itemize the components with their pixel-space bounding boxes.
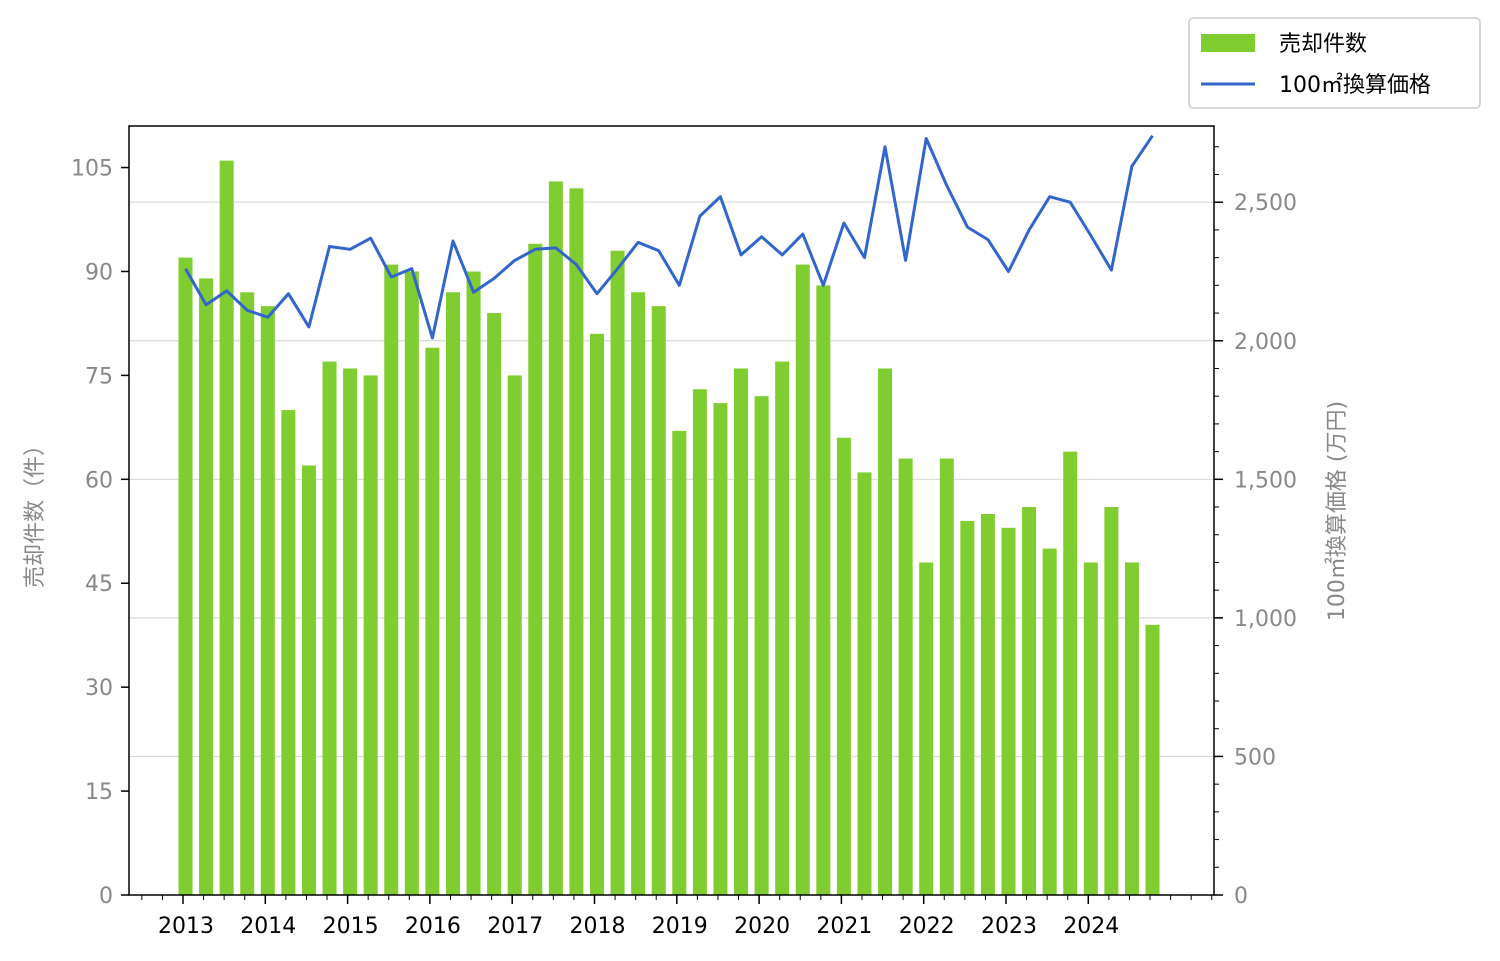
- bar: [281, 410, 296, 895]
- x-tick-label: 2024: [1063, 914, 1119, 939]
- x-tick-label: 2014: [240, 914, 296, 939]
- bar: [363, 375, 378, 895]
- legend-line-label: 100㎡換算価格: [1279, 72, 1431, 98]
- right-tick-label: 1,000: [1234, 607, 1297, 632]
- x-tick-label: 2018: [570, 914, 626, 939]
- bar: [404, 271, 419, 896]
- left-axis-title: 売却件数（件）: [23, 434, 48, 588]
- bar: [260, 306, 275, 896]
- bar: [980, 513, 995, 895]
- bar: [528, 243, 543, 895]
- right-tick-label: 2,000: [1234, 330, 1297, 355]
- plot-frame: [128, 125, 1215, 896]
- bar: [240, 292, 255, 895]
- legend-frame: [1188, 17, 1481, 109]
- bar: [569, 188, 584, 896]
- bar: [343, 368, 358, 895]
- axes: 0 15 30 45 60 75 90 105 0 500 1,000 1,500 2,000 2,500…: [71, 146, 1297, 939]
- bar: [631, 292, 646, 895]
- bar: [199, 278, 214, 895]
- left-tick-label: 60: [85, 468, 113, 493]
- right-tick-label: 2,500: [1234, 191, 1297, 216]
- x-tick-label: 2017: [487, 914, 543, 939]
- x-tick-label: 2013: [158, 914, 214, 939]
- bar: [878, 368, 893, 895]
- x-tick-label: 2016: [405, 914, 461, 939]
- price-line: [184, 134, 1154, 340]
- bar: [590, 333, 604, 895]
- bar: [898, 458, 913, 895]
- line-series: [184, 134, 1154, 340]
- bar: [610, 250, 625, 895]
- right-tick-label: 1,500: [1234, 468, 1297, 493]
- bar: [857, 472, 872, 895]
- x-tick-label: 2015: [323, 914, 379, 939]
- left-tick-label: 0: [99, 884, 113, 909]
- x-tick-label: 2021: [816, 914, 872, 939]
- bar: [445, 292, 460, 895]
- bar: [1083, 562, 1098, 895]
- x-tick-label: 2020: [734, 914, 790, 939]
- left-tick-label: 30: [85, 676, 113, 701]
- left-tick-label: 75: [85, 364, 113, 389]
- bar: [651, 306, 666, 896]
- right-axis-title: 100㎡換算価格 (万円): [1324, 401, 1350, 621]
- legend: 売却件数 100㎡換算価格: [1188, 17, 1481, 109]
- bar: [960, 520, 975, 895]
- bar: [734, 368, 749, 895]
- x-tick-label: 2022: [899, 914, 955, 939]
- bar: [692, 389, 707, 895]
- bar: [775, 361, 790, 895]
- bar: [1104, 507, 1119, 895]
- bar: [384, 264, 399, 895]
- bar: [1145, 624, 1160, 895]
- left-tick-label: 15: [85, 780, 113, 805]
- bar: [219, 160, 234, 895]
- bar: [939, 458, 954, 895]
- bar: [1063, 451, 1078, 895]
- bar: [754, 396, 769, 895]
- bar-series: [178, 160, 1160, 896]
- bar: [301, 465, 316, 895]
- bar: [178, 257, 193, 896]
- right-tick-label: 0: [1234, 884, 1248, 909]
- x-tick-label: 2019: [652, 914, 708, 939]
- bar: [795, 264, 810, 895]
- bar: [919, 562, 934, 895]
- bar: [487, 313, 502, 895]
- bar: [1022, 507, 1037, 895]
- legend-bar-label: 売却件数: [1279, 32, 1367, 57]
- bar: [816, 285, 831, 895]
- left-tick-label: 90: [85, 260, 113, 285]
- bar: [1042, 548, 1057, 895]
- bar: [836, 437, 851, 895]
- bar: [322, 361, 337, 895]
- bar: [713, 403, 728, 895]
- bar: [1001, 527, 1016, 895]
- left-tick-label: 45: [85, 572, 113, 597]
- bar: [466, 271, 481, 896]
- x-tick-label: 2023: [981, 914, 1037, 939]
- bar: [507, 375, 522, 895]
- legend-bar-swatch: [1201, 34, 1255, 52]
- bar: [672, 430, 687, 895]
- left-tick-label: 105: [71, 157, 113, 182]
- right-tick-label: 500: [1234, 745, 1276, 770]
- bar: [548, 181, 563, 896]
- bar: [425, 347, 440, 895]
- bar: [1124, 562, 1139, 895]
